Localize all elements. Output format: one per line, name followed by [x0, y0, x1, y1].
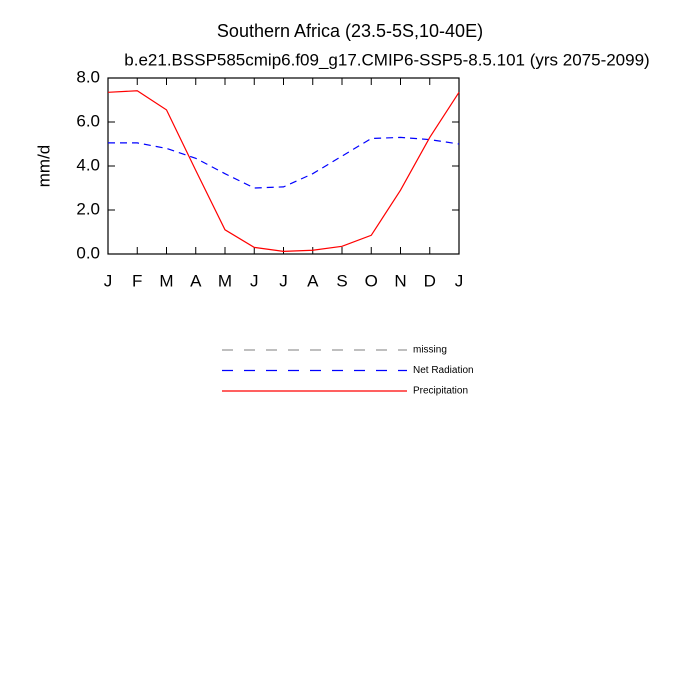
y-tick-label: 6.0 [76, 111, 100, 130]
y-tick-label: 4.0 [76, 155, 100, 174]
x-tick-label: A [190, 271, 202, 290]
x-tick-label: M [218, 271, 232, 290]
x-tick-label: M [159, 271, 173, 290]
x-tick-label: J [455, 271, 464, 290]
x-tick-label: A [307, 271, 319, 290]
x-tick-label: F [132, 271, 142, 290]
plot-frame [107, 77, 460, 255]
legend-label: Net Radiation [413, 365, 474, 376]
x-tick-label: J [104, 271, 113, 290]
y-tick-label: 2.0 [76, 199, 100, 218]
series-line [107, 90, 460, 252]
chart-subtitle: b.e21.BSSP585cmip6.f09_g17.CMIP6-SSP5-8.… [124, 50, 649, 69]
legend-label: missing [413, 345, 447, 356]
legend-label: Precipitation [413, 386, 468, 397]
chart-title: Southern Africa (23.5-5S,10-40E) [217, 21, 483, 41]
x-tick-label: N [394, 271, 406, 290]
y-tick-label: 0.0 [76, 243, 100, 262]
x-tick-label: J [279, 271, 288, 290]
x-tick-label: D [424, 271, 436, 290]
y-tick-label: 8.0 [76, 67, 100, 86]
y-axis-label: mm/d [34, 145, 53, 188]
series-line [108, 136, 460, 189]
x-tick-label: O [365, 271, 378, 290]
x-tick-label: J [250, 271, 259, 290]
x-tick-label: S [336, 271, 347, 290]
